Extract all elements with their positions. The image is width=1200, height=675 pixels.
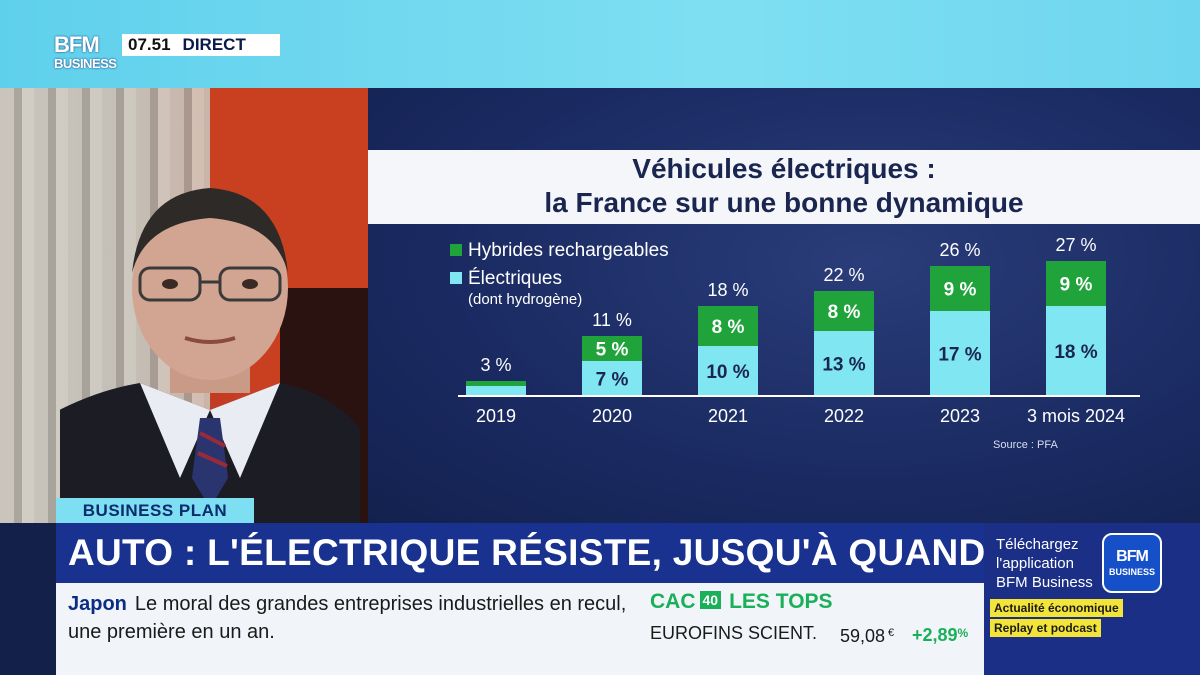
category-label-4: 2023 [940, 406, 980, 426]
legend-label-hybrides: Hybrides rechargeables [468, 240, 669, 261]
category-label-3: 2022 [824, 406, 864, 426]
percent-symbol: % [957, 626, 969, 640]
total-label-3: 22 % [823, 265, 864, 285]
market-header: CAC 40 LES TOPS [650, 589, 833, 615]
bar-electriques-0 [466, 386, 526, 396]
live-label: DIRECT [182, 35, 246, 54]
ticker-keyword: Japon [68, 593, 127, 615]
chart-title: Véhicules électriques : la France sur un… [368, 150, 1200, 224]
chart-title-line1: Véhicules électriques : [632, 153, 936, 184]
legend-sublabel-electriques: (dont hydrogène) [468, 291, 582, 308]
stock-change: +2,89% [912, 621, 968, 647]
stock-price: 59,08 € [840, 621, 894, 648]
bar-label-electriques-3: 13 % [822, 355, 865, 376]
live-indicator: 07.51 DIRECT [122, 34, 280, 56]
bar-label-hybrides-4: 9 % [944, 280, 977, 301]
news-ticker: Japon Le moral des grandes entreprises in… [56, 583, 640, 675]
ticker-text-line1: Le moral des grandes entreprises industr… [134, 593, 627, 615]
bar-label-electriques-5: 18 % [1054, 342, 1097, 363]
index-name: CAC [650, 590, 696, 613]
bar-label-hybrides-5: 9 % [1060, 275, 1093, 296]
headline: AUTO : L'ÉLECTRIQUE RÉSISTE, JUSQU'À QUA… [56, 523, 1019, 583]
index-number-badge: 40 [699, 591, 722, 609]
market-ticker: CAC 40 LES TOPS EUROFINS SCIENT. 59,08 € +2… [640, 583, 984, 675]
stock-change-value: +2,89 [912, 625, 958, 645]
total-label-4: 26 % [939, 240, 980, 260]
bar-electriques-2 [698, 346, 758, 396]
chart-title-line2: la France sur une bonne dynamique [544, 187, 1024, 218]
total-label-5: 27 % [1055, 235, 1096, 255]
bar-label-hybrides-1: 5 % [596, 340, 629, 361]
bar-label-electriques-1: 7 % [596, 370, 629, 391]
bar-electriques-3 [814, 331, 874, 396]
bar-hybrides-4 [930, 266, 990, 311]
bar-electriques-1 [582, 361, 642, 396]
promo-badge-news: Actualité économique [990, 599, 1123, 617]
logo-line2: BUSINESS [54, 56, 117, 71]
total-label-2: 18 % [707, 280, 748, 300]
category-label-2: 2021 [708, 406, 748, 426]
bar-hybrides-0 [466, 381, 526, 386]
promo-badge-replay: Replay et podcast [990, 619, 1101, 637]
bar-label-hybrides-3: 8 % [828, 302, 861, 323]
total-label-1: 11 % [592, 310, 632, 330]
market-section: LES TOPS [729, 590, 833, 613]
guest-person [60, 188, 360, 523]
category-label-1: 2020 [592, 406, 632, 426]
bfm-app-icon: BFM BUSINESS [1102, 533, 1162, 593]
legend-label-electriques: Électriques [468, 268, 562, 289]
legend-swatch-electriques [450, 272, 462, 284]
category-label-0: 2019 [476, 406, 516, 426]
ticker-text-line2: une première en un an. [68, 621, 275, 643]
app-icon-line1: BFM [1116, 548, 1149, 565]
bfm-business-logo: BFM BUSINESS [54, 34, 118, 76]
stacked-bar-chart: Hybrides rechargeables Électriques (dont h… [450, 235, 1140, 451]
app-icon-line2: BUSINESS [1108, 567, 1155, 577]
currency-symbol: € [888, 627, 895, 639]
chart-panel: Véhicules électriques : la France sur un… [368, 88, 1200, 523]
show-tag: BUSINESS PLAN [56, 498, 254, 523]
total-label-0: 3 % [480, 355, 511, 375]
logo-line1: BFM [54, 32, 100, 57]
promo-line3: BFM Business [996, 574, 1093, 591]
source-label: Source : PFA [993, 439, 1058, 451]
bar-electriques-5 [1046, 306, 1106, 396]
bar-hybrides-2 [698, 306, 758, 346]
stock-price-value: 59,08 [840, 626, 886, 646]
stock-name: EUROFINS SCIENT. [650, 623, 818, 643]
clock: 07.51 [128, 35, 171, 54]
legend-swatch-hybrides [450, 244, 462, 256]
bar-hybrides-5 [1046, 261, 1106, 306]
bar-label-electriques-4: 17 % [938, 345, 981, 366]
category-label-5: 3 mois 2024 [1027, 406, 1125, 426]
bar-label-hybrides-2: 8 % [712, 317, 745, 338]
promo-line1: Téléchargez [996, 536, 1079, 553]
bar-label-electriques-2: 10 % [706, 362, 749, 383]
studio-video [0, 88, 368, 523]
bar-electriques-4 [930, 311, 990, 396]
bar-hybrides-1 [582, 336, 642, 361]
app-promo: Téléchargez l'application BFM Business B… [984, 523, 1200, 675]
promo-line2: l'application [996, 555, 1074, 572]
bar-hybrides-3 [814, 291, 874, 331]
